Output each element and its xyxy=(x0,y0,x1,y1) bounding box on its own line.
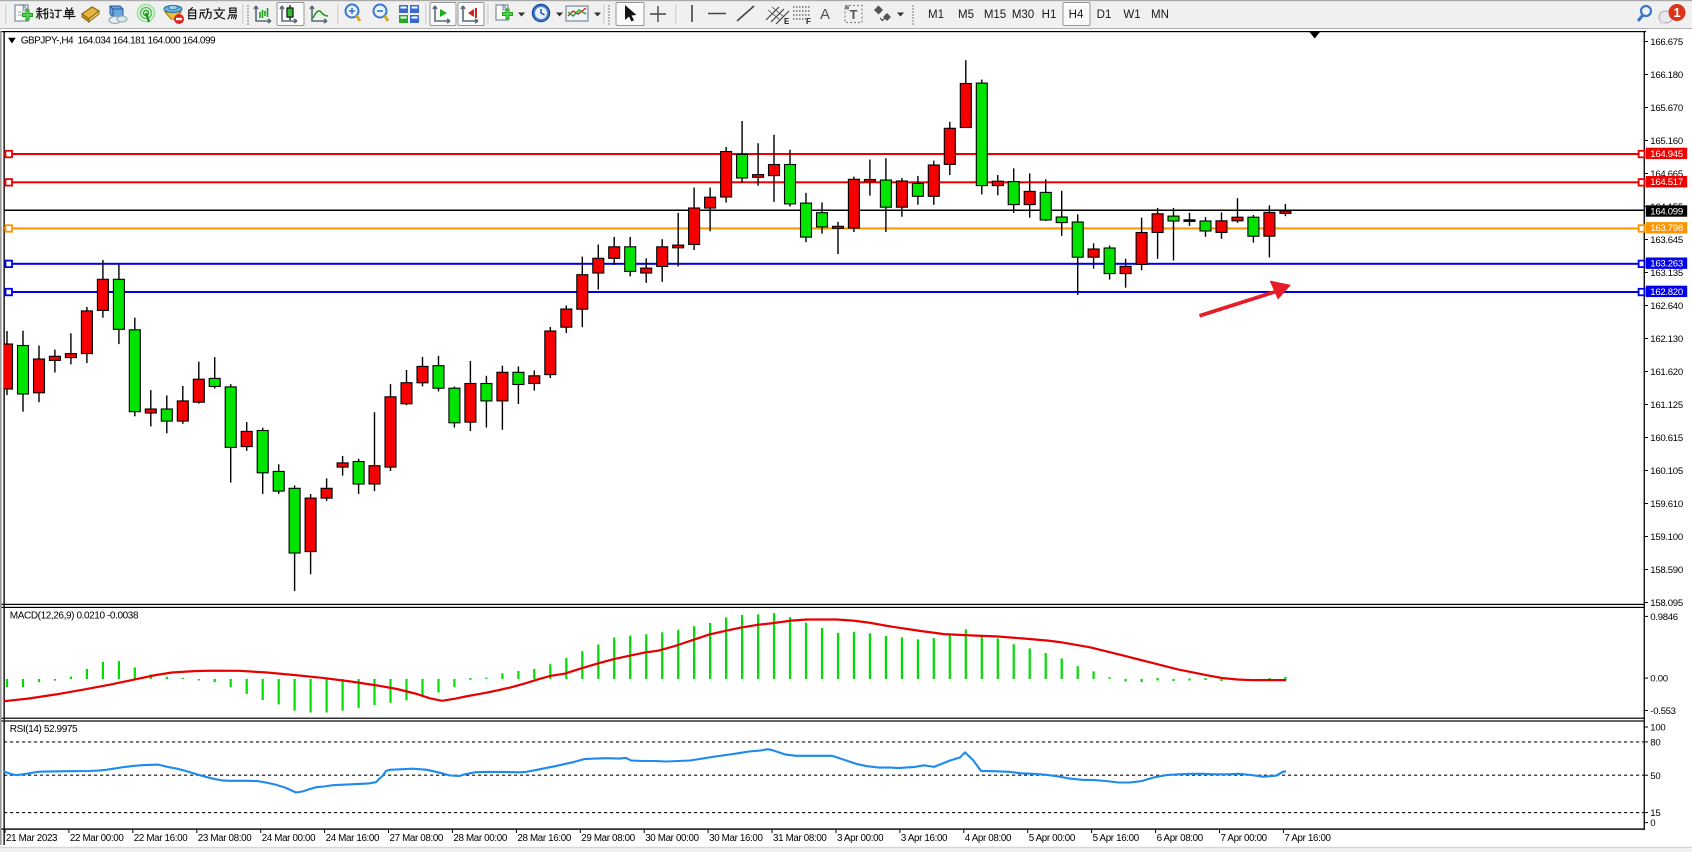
svg-text:M30: M30 xyxy=(1012,9,1034,21)
svg-text:159.610: 159.610 xyxy=(1650,499,1683,510)
svg-text:MN: MN xyxy=(1151,9,1169,21)
svg-text:GBPJPY-,H4 164.034 164.181 16: GBPJPY-,H4 164.034 164.181 164.000 164.0… xyxy=(21,36,216,47)
svg-text:24 Mar 16:00: 24 Mar 16:00 xyxy=(326,833,380,844)
svg-text:30 Mar 16:00: 30 Mar 16:00 xyxy=(709,833,763,844)
svg-text:H4: H4 xyxy=(1069,9,1084,21)
svg-text:162.640: 162.640 xyxy=(1650,301,1683,312)
svg-text:3 Apr 00:00: 3 Apr 00:00 xyxy=(837,833,884,844)
svg-text:163.263: 163.263 xyxy=(1650,259,1683,270)
svg-text:T: T xyxy=(850,7,858,22)
svg-text:29 Mar 08:00: 29 Mar 08:00 xyxy=(581,833,635,844)
svg-text:164.945: 164.945 xyxy=(1650,149,1683,160)
svg-text:165.670: 165.670 xyxy=(1650,103,1683,114)
svg-text:0.00: 0.00 xyxy=(1650,674,1667,685)
svg-text:15: 15 xyxy=(1650,808,1660,819)
svg-text:A: A xyxy=(820,6,830,23)
svg-text:5 Apr 00:00: 5 Apr 00:00 xyxy=(1029,833,1076,844)
svg-text:100: 100 xyxy=(1650,723,1665,734)
svg-text:-0.553: -0.553 xyxy=(1650,706,1675,717)
svg-text:E: E xyxy=(784,17,790,26)
svg-text:0: 0 xyxy=(1650,818,1655,829)
svg-text:161.620: 161.620 xyxy=(1650,367,1683,378)
svg-text:3 Apr 16:00: 3 Apr 16:00 xyxy=(901,833,948,844)
svg-text:MACD(12,26,9) 0.0210 -0.0038: MACD(12,26,9) 0.0210 -0.0038 xyxy=(10,611,139,622)
svg-text:166.180: 166.180 xyxy=(1650,70,1683,81)
svg-text:1: 1 xyxy=(1673,5,1680,20)
svg-text:H1: H1 xyxy=(1042,9,1057,21)
svg-text:22 Mar 00:00: 22 Mar 00:00 xyxy=(70,833,124,844)
svg-text:W1: W1 xyxy=(1123,9,1140,21)
svg-text:162.820: 162.820 xyxy=(1650,287,1683,298)
svg-text:5 Apr 16:00: 5 Apr 16:00 xyxy=(1093,833,1140,844)
svg-text:M1: M1 xyxy=(928,9,944,21)
svg-text:24 Mar 00:00: 24 Mar 00:00 xyxy=(262,833,316,844)
svg-text:159.100: 159.100 xyxy=(1650,532,1683,543)
svg-text:M5: M5 xyxy=(958,9,974,21)
svg-text:6 Apr 08:00: 6 Apr 08:00 xyxy=(1157,833,1204,844)
svg-text:30 Mar 00:00: 30 Mar 00:00 xyxy=(645,833,699,844)
svg-text:163.135: 163.135 xyxy=(1650,268,1683,279)
svg-text:28 Mar 00:00: 28 Mar 00:00 xyxy=(453,833,507,844)
svg-text:160.105: 160.105 xyxy=(1650,466,1683,477)
svg-text:164.099: 164.099 xyxy=(1650,206,1683,217)
svg-text:165.160: 165.160 xyxy=(1650,136,1683,147)
svg-text:31 Mar 08:00: 31 Mar 08:00 xyxy=(773,833,827,844)
svg-text:21 Mar 2023: 21 Mar 2023 xyxy=(6,833,58,844)
svg-text:50: 50 xyxy=(1650,771,1660,782)
svg-text:158.095: 158.095 xyxy=(1650,598,1683,609)
svg-text:164.517: 164.517 xyxy=(1650,177,1683,188)
svg-text:161.125: 161.125 xyxy=(1650,400,1683,411)
svg-text:D1: D1 xyxy=(1097,9,1112,21)
svg-text:F: F xyxy=(806,17,811,26)
svg-text:M15: M15 xyxy=(984,9,1006,21)
svg-text:164.665: 164.665 xyxy=(1650,169,1683,180)
svg-text:162.130: 162.130 xyxy=(1650,334,1683,345)
svg-text:0.9846: 0.9846 xyxy=(1650,612,1678,623)
svg-text:163.798: 163.798 xyxy=(1650,223,1683,234)
svg-text:22 Mar 16:00: 22 Mar 16:00 xyxy=(134,833,188,844)
svg-text:160.615: 160.615 xyxy=(1650,433,1683,444)
svg-text:80: 80 xyxy=(1650,738,1660,749)
svg-text:7 Apr 00:00: 7 Apr 00:00 xyxy=(1221,833,1268,844)
svg-text:163.645: 163.645 xyxy=(1650,235,1683,246)
svg-text:28 Mar 16:00: 28 Mar 16:00 xyxy=(517,833,571,844)
svg-text:4 Apr 08:00: 4 Apr 08:00 xyxy=(965,833,1012,844)
svg-text:158.590: 158.590 xyxy=(1650,565,1683,576)
svg-text:7 Apr 16:00: 7 Apr 16:00 xyxy=(1284,833,1331,844)
svg-text:27 Mar 08:00: 27 Mar 08:00 xyxy=(390,833,444,844)
svg-text:RSI(14) 52.9975: RSI(14) 52.9975 xyxy=(10,724,78,735)
svg-text:23 Mar 08:00: 23 Mar 08:00 xyxy=(198,833,252,844)
svg-text:166.675: 166.675 xyxy=(1650,37,1683,48)
